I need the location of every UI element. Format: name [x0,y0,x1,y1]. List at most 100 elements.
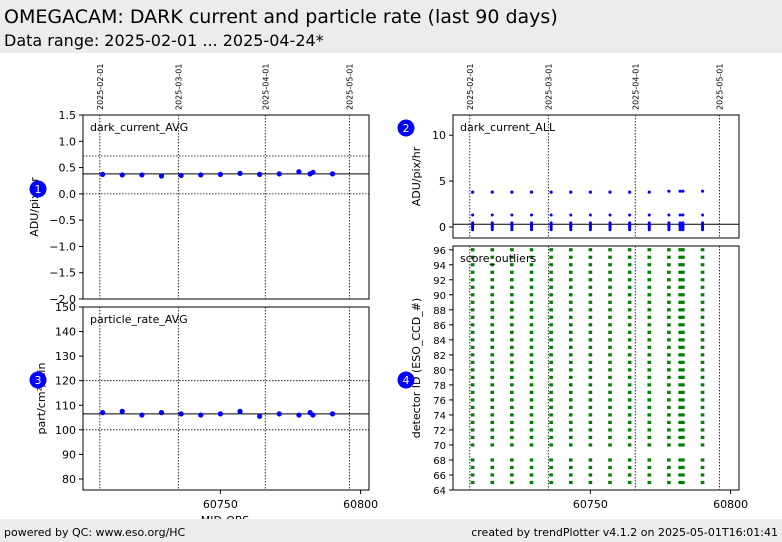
date-label: 2025-02-01 [466,64,475,110]
outlier-mark [490,473,495,477]
outlier-mark [627,473,632,477]
data-point [178,172,184,179]
outlier-mark [490,420,495,425]
outlier-mark [588,398,593,402]
outlier-mark [470,255,475,259]
outlier-mark [568,435,573,440]
outlier-mark [568,353,573,357]
outlier-mark [588,435,593,440]
outlier-mark [608,480,612,485]
y-tick-label: 70 [433,441,446,452]
x-tick-label: 60750 [573,498,608,511]
outlier-mark [647,375,652,379]
outlier-mark [490,480,495,485]
outlier-mark [510,278,514,282]
outlier-mark [627,398,632,402]
panel-4: 64 66 68 70 72 74 76 78 80 82 84 86 88 90 92 94 96 60750 6… [397,245,748,511]
outlier-mark [568,293,573,297]
outlier-mark [470,368,475,372]
outlier-mark [678,375,682,379]
y-tick-label: 94 [433,261,446,272]
outlier-mark [529,323,534,327]
data-point [276,411,282,417]
outlier-mark [529,428,534,432]
outlier-mark [667,248,671,252]
outlier-mark [608,465,612,470]
y-tick-label: 76 [433,396,446,407]
outlier-mark [510,405,514,410]
outlier-mark [470,315,475,319]
outlier-mark [608,263,612,267]
data-point [681,213,685,217]
outlier-mark [608,375,612,379]
outlier-mark [608,390,612,394]
outlier-mark [588,263,593,267]
outlier-mark [549,278,553,282]
outlier-mark [529,390,534,394]
outlier-mark [678,323,682,327]
outlier-mark [510,435,514,440]
outlier-mark [678,270,682,274]
outlier-mark [549,443,553,447]
outlier-mark [681,293,685,297]
outlier-mark [700,300,705,304]
outlier-mark [490,338,495,342]
outlier-mark [490,270,495,274]
outlier-mark [678,345,682,349]
data-point [549,221,553,225]
outlier-mark [490,375,495,379]
outlier-mark [678,338,682,342]
y-tick-label: 0 [439,221,446,234]
outlier-mark [568,300,573,304]
outlier-mark [681,435,685,440]
y-tick-label: 68 [433,456,446,467]
outlier-mark [568,368,573,372]
outlier-mark [608,360,612,364]
outlier-mark [678,473,682,477]
outlier-mark [588,420,593,425]
outlier-mark [681,308,685,312]
data-point [100,410,106,416]
outlier-mark [510,458,514,462]
outlier-mark [510,315,514,319]
outlier-mark [681,353,685,357]
panel-badge-number: 1 [35,183,42,196]
outlier-mark [678,248,682,252]
page-title: OMEGACAM: DARK current and particle rate… [4,6,558,28]
outlier-mark [490,315,495,319]
outlier-mark [510,330,514,334]
outlier-mark [608,420,612,425]
y-tick-label: 130 [55,350,76,363]
outlier-mark [681,465,685,470]
outlier-mark [588,360,593,364]
outlier-mark [667,375,671,379]
outlier-mark [549,368,553,372]
panel-badge-number: 3 [35,374,42,387]
outlier-mark [510,420,514,425]
outlier-mark [490,285,495,289]
outlier-mark [608,248,612,252]
outlier-mark [647,338,652,342]
outlier-mark [470,248,475,252]
data-point [490,221,494,225]
outlier-mark [678,285,682,289]
outlier-mark [667,443,671,447]
outlier-mark [627,255,632,259]
outlier-mark [678,330,682,334]
outlier-mark [681,398,685,402]
data-point [667,221,671,225]
outlier-mark [627,368,632,372]
outlier-mark [627,480,632,485]
outlier-mark [510,413,514,417]
outlier-mark [510,308,514,312]
outlier-mark [681,375,685,379]
outlier-mark [678,315,682,319]
panel-label: dark_current_AVG [90,121,188,134]
outlier-mark [490,263,495,267]
data-point [276,171,282,177]
outlier-mark [627,293,632,297]
y-tick-label: 80 [433,366,446,377]
outlier-mark [667,405,671,410]
outlier-mark [490,255,495,259]
